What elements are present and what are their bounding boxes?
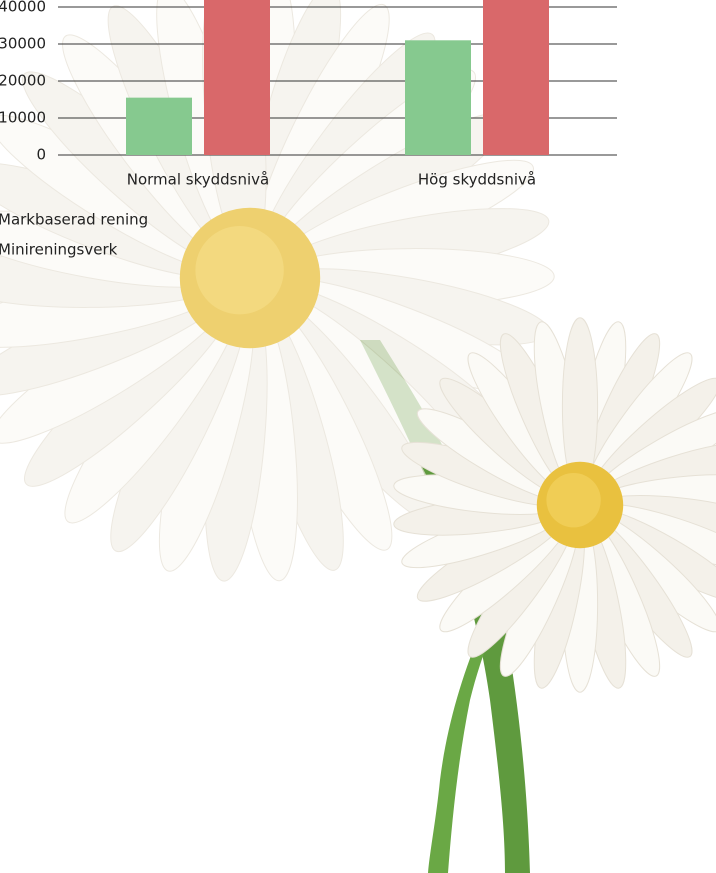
chart: 0 10000 20000 30000 40000 Normal skyddsnivå Hö… <box>0 0 716 873</box>
y-tick-label: 30000 <box>0 35 46 53</box>
bar <box>405 40 471 155</box>
legend-label: Markbaserad rening <box>0 211 148 229</box>
daisy-center-shade <box>195 226 283 314</box>
daisy-background <box>0 0 716 873</box>
page: 0 10000 20000 30000 40000 Normal skyddsnivå Hö… <box>0 0 716 873</box>
x-tick-label: Hög skyddsnivå <box>418 171 536 189</box>
daisy-center-shade <box>546 473 600 527</box>
x-tick-label: Normal skyddsnivå <box>127 171 270 189</box>
bar <box>126 98 192 155</box>
y-tick-label: 0 <box>36 146 46 164</box>
y-tick-label: 40000 <box>0 0 46 16</box>
bar <box>483 0 549 155</box>
bar <box>204 0 270 155</box>
y-tick-label: 10000 <box>0 109 46 127</box>
y-tick-label: 20000 <box>0 72 46 90</box>
legend-label: Minireningsverk <box>0 241 118 259</box>
